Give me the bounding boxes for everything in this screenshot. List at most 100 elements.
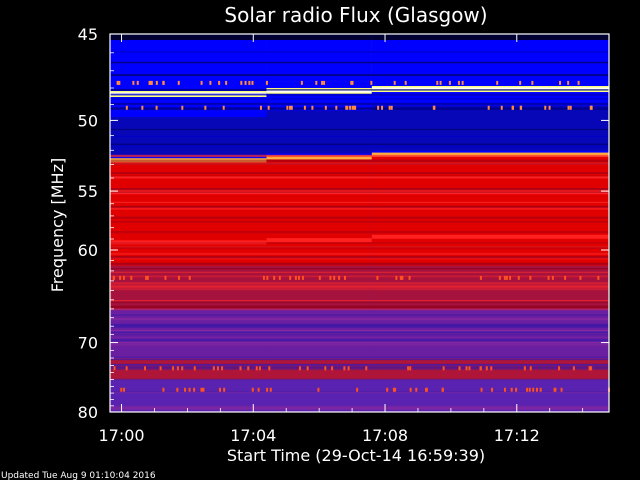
interference-dot — [441, 387, 444, 392]
interference-dot — [181, 105, 184, 110]
interference-dot — [526, 387, 529, 392]
bright-line-48mhz-core — [266, 89, 372, 93]
spectral-striation — [110, 74, 609, 77]
interference-dot — [436, 80, 439, 85]
spectral-striation — [110, 367, 609, 370]
interference-dot — [491, 387, 494, 392]
interference-dot — [343, 366, 346, 371]
interference-dot — [590, 366, 593, 371]
y-tick-label: 45 — [78, 25, 98, 44]
interference-dot — [155, 105, 158, 110]
interference-dot — [306, 366, 309, 371]
interference-dot — [503, 387, 506, 392]
spectral-striation — [110, 221, 609, 223]
spectral-striation — [110, 271, 609, 274]
interference-dot — [278, 275, 281, 280]
spectral-striation — [110, 332, 609, 334]
interference-dot — [255, 366, 258, 371]
interference-dot — [164, 275, 167, 280]
spectral-striation — [110, 205, 609, 208]
interference-dot — [569, 105, 572, 110]
chart-title: Solar radio Flux (Glasgow) — [224, 3, 487, 27]
low-frequency-band — [266, 34, 372, 82]
spectral-striation — [110, 339, 609, 342]
interference-dot — [529, 366, 532, 371]
interference-dot — [356, 387, 359, 392]
interference-dot — [265, 80, 268, 85]
interference-dot — [218, 387, 221, 392]
spectral-striation — [110, 128, 609, 131]
bright-line-52mhz — [371, 152, 609, 157]
spectral-striation — [110, 257, 609, 260]
interference-dot — [148, 80, 151, 85]
spectral-striation — [110, 323, 609, 327]
interference-dot — [548, 105, 551, 110]
interference-dot — [120, 387, 123, 392]
spectral-striation — [110, 318, 609, 321]
spectral-striation — [110, 231, 609, 234]
interference-dot — [485, 366, 488, 371]
spectral-striation — [110, 97, 609, 100]
x-tick-label: 17:12 — [494, 426, 540, 445]
spectral-striation — [110, 357, 609, 359]
spectral-striation — [110, 201, 609, 204]
spectral-striation — [110, 308, 609, 311]
bright-line-52mhz — [110, 158, 267, 163]
interference-dot — [225, 80, 228, 85]
interference-dot — [178, 275, 181, 280]
interference-dot — [269, 387, 272, 392]
interference-dot — [547, 275, 550, 280]
spectral-striation — [110, 408, 609, 411]
interference-dot — [324, 366, 327, 371]
spectral-striation — [110, 216, 609, 219]
interference-dot — [338, 275, 341, 280]
interference-dot — [487, 105, 490, 110]
interference-dot — [394, 387, 397, 392]
spectral-striation — [110, 262, 609, 265]
bright-line-59mhz — [371, 234, 609, 239]
interference-dot — [193, 366, 196, 371]
bright-line-59mhz — [110, 240, 267, 245]
interference-dot — [159, 366, 162, 371]
spectral-striation — [110, 154, 609, 158]
interference-dot — [510, 387, 513, 392]
interference-dot — [432, 105, 435, 110]
interference-dot — [289, 105, 292, 110]
interference-dot — [221, 366, 224, 371]
spectral-striation — [110, 313, 609, 316]
interference-dot — [544, 105, 547, 110]
interference-dot — [386, 387, 389, 392]
interference-dot — [515, 387, 518, 392]
interference-dot — [193, 387, 196, 392]
y-axis-label: Frequency [MHz] — [48, 158, 67, 292]
interference-dot — [399, 275, 402, 280]
interference-dot — [409, 387, 412, 392]
interference-dot — [297, 275, 300, 280]
interference-dot — [395, 275, 398, 280]
spectral-striation — [110, 51, 609, 53]
y-tick-label: 55 — [78, 182, 98, 201]
bright-line-52mhz — [266, 155, 372, 160]
spectral-striation — [110, 176, 609, 178]
interference-dot — [145, 275, 148, 280]
spectral-striation — [110, 392, 609, 394]
spectral-striation — [110, 145, 609, 148]
low-frequency-band — [371, 34, 609, 77]
interference-dot — [559, 80, 562, 85]
interference-dot — [388, 105, 391, 110]
interference-dot — [505, 275, 508, 280]
interference-dot — [479, 366, 482, 371]
interference-dot — [303, 105, 306, 110]
y-tick-label: 50 — [78, 111, 98, 130]
interference-dot — [200, 80, 203, 85]
interference-dot — [150, 80, 153, 85]
interference-dot — [257, 387, 260, 392]
y-tick-label: 70 — [78, 334, 98, 353]
interference-dot — [223, 387, 226, 392]
spectral-striation — [110, 301, 609, 304]
interference-dot — [480, 387, 483, 392]
interference-dot — [300, 80, 303, 85]
interference-dot — [409, 366, 412, 371]
interference-dot — [125, 105, 128, 110]
interference-dot — [298, 366, 301, 371]
